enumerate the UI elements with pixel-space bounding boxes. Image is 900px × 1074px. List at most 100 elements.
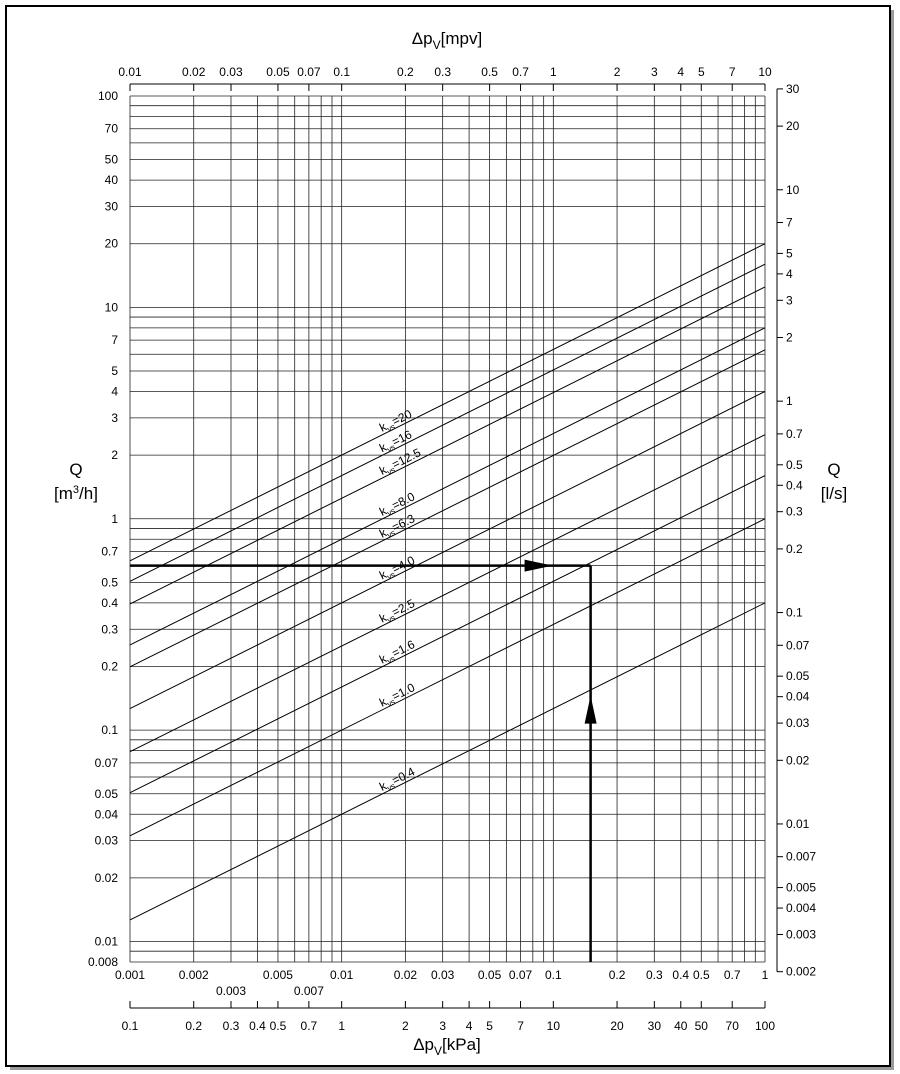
y-tick-label: 70: [105, 122, 119, 136]
y-tick-label: 3: [111, 411, 118, 425]
kvs-line: [129, 518, 766, 837]
kvs-subscript: vs: [386, 443, 397, 455]
x2-tick-label: 0.2: [397, 65, 414, 79]
bottom-axis-title: ΔpV[kPa]: [413, 1035, 481, 1058]
y2-tick-label: 0.02: [786, 753, 810, 767]
kvs-subscript: vs: [386, 528, 397, 540]
kvs-subscript: vs: [386, 781, 397, 793]
y-tick-label: 0.1: [101, 723, 118, 737]
y-tick-label: 20: [105, 237, 119, 251]
y-tick-label: 0.5: [101, 575, 118, 589]
x3-tick-label: 1: [338, 1019, 345, 1033]
y2-tick-label: 0.07: [786, 638, 810, 652]
y2-tick-label: 0.005: [786, 881, 816, 895]
y-tick-label: 0.2: [101, 660, 118, 674]
y-tick-label: 50: [105, 153, 119, 167]
title-sub: V: [433, 38, 441, 52]
y2-tick-label: 3: [786, 293, 793, 307]
x-tick-label: 0.003: [216, 984, 246, 998]
y2-tick-label: 20: [786, 119, 800, 133]
kvs-line: [129, 475, 766, 794]
y2-tick-label: 4: [786, 267, 793, 281]
kvs-subscript: vs: [386, 654, 397, 666]
kvs-line: [129, 349, 766, 668]
title-symbol: Δp: [413, 1035, 434, 1054]
x3-tick-label: 70: [726, 1019, 740, 1033]
kvs-line: [129, 391, 766, 710]
x3-tick-label: 4: [466, 1019, 473, 1033]
y-tick-label: 0.7: [101, 545, 118, 559]
y-tick-label: 0.008: [88, 955, 118, 969]
y-tick-label: 0.02: [95, 871, 119, 885]
y-tick-label: 0.07: [95, 756, 119, 770]
x-tick-label: 0.4: [672, 968, 689, 982]
frame: [5, 5, 891, 1067]
y-tick-label: 5: [111, 364, 118, 378]
x2-tick-label: 2: [614, 65, 621, 79]
x3-tick-label: 20: [610, 1019, 624, 1033]
y-tick-label: 0.4: [101, 596, 118, 610]
y-tick-label: 0.3: [101, 622, 118, 636]
x2-tick-label: 1: [550, 65, 557, 79]
x-tick-label: 0.1: [545, 968, 562, 982]
x-tick-label: 0.005: [263, 968, 293, 982]
x-tick-label: 0.7: [724, 968, 741, 982]
x2-tick-label: 7: [729, 65, 736, 79]
x-tick-label: 0.07: [509, 968, 533, 982]
kvs-line: [129, 327, 766, 646]
x3-tick-label: 0.7: [301, 1019, 318, 1033]
y2-axis-unit: [l/s]: [821, 484, 847, 503]
x3-tick-label: 100: [755, 1019, 775, 1033]
x3-tick-label: 30: [648, 1019, 662, 1033]
x2-tick-label: 0.07: [297, 65, 321, 79]
y-tick-label: 2: [111, 448, 118, 462]
kvs-subscript: vs: [386, 506, 397, 518]
y2-tick-label: 5: [786, 246, 793, 260]
y2-tick-label: 10: [786, 183, 800, 197]
x3-tick-label: 3: [439, 1019, 446, 1033]
y2-tick-label: 7: [786, 216, 793, 230]
x2-tick-label: 0.02: [182, 65, 206, 79]
x3-tick-label: 0.5: [270, 1019, 287, 1033]
y2-tick-label: 0.05: [786, 669, 810, 683]
y-tick-label: 30: [105, 200, 119, 214]
x3-tick-label: 0.1: [122, 1019, 139, 1033]
title-unit: [mpv]: [441, 29, 483, 48]
x2-tick-label: 0.01: [118, 65, 142, 79]
x-tick-label: 0.05: [478, 968, 502, 982]
y2-tick-label: 0.007: [786, 850, 816, 864]
x2-tick-label: 0.1: [333, 65, 350, 79]
x3-tick-label: 5: [486, 1019, 493, 1033]
y2-tick-label: 0.01: [786, 817, 810, 831]
x2-tick-label: 3: [651, 65, 658, 79]
y-tick-label: 100: [98, 89, 118, 103]
x2-tick-label: 5: [698, 65, 705, 79]
y-tick-label: 10: [105, 300, 119, 314]
x-tick-label: 0.01: [330, 968, 354, 982]
x-tick-label: 0.007: [294, 984, 324, 998]
y-tick-label: 0.01: [95, 935, 119, 949]
x-tick-label: 1: [762, 968, 769, 982]
x-tick-label: 0.5: [693, 968, 710, 982]
x3-tick-label: 40: [674, 1019, 688, 1033]
y2-tick-label: 0.2: [786, 542, 803, 556]
y-tick-label: 7: [111, 333, 118, 347]
kvs-subscript: vs: [386, 570, 397, 582]
x2-tick-label: 4: [677, 65, 684, 79]
unit-pre: [m: [54, 484, 73, 503]
y-tick-label: 0.05: [95, 787, 119, 801]
y2-tick-label: 0.003: [786, 927, 816, 941]
x3-tick-label: 50: [695, 1019, 709, 1033]
kvs-line: [129, 286, 766, 605]
y2-tick-label: 0.1: [786, 606, 803, 620]
x2-tick-label: 0.7: [512, 65, 529, 79]
y2-tick-label: 0.4: [786, 478, 803, 492]
x3-tick-label: 7: [517, 1019, 524, 1033]
unit-sup: 3: [73, 484, 79, 496]
y-tick-label: 4: [111, 384, 118, 398]
kvs-line: [129, 602, 766, 921]
y2-tick-label: 0.004: [786, 901, 816, 915]
title-symbol: Δp: [412, 29, 433, 48]
